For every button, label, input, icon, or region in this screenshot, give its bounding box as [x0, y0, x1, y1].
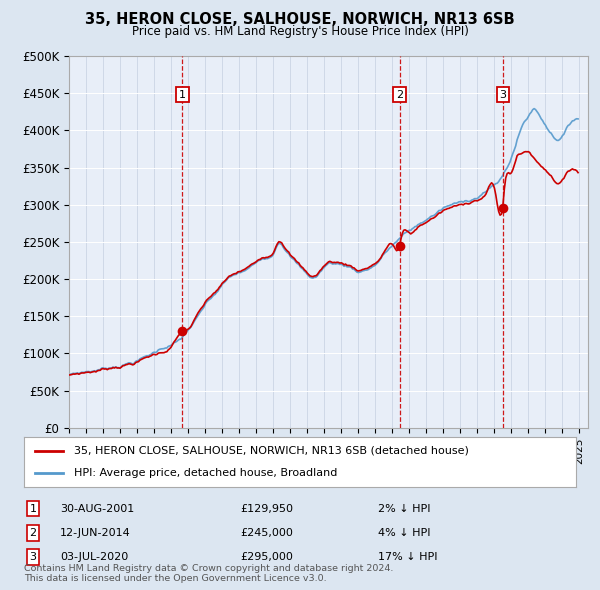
Text: 3: 3 — [499, 90, 506, 100]
Text: 2: 2 — [29, 528, 37, 537]
Text: 2: 2 — [396, 90, 403, 100]
Text: 1: 1 — [179, 90, 186, 100]
Text: 4% ↓ HPI: 4% ↓ HPI — [378, 528, 431, 537]
Text: 3: 3 — [29, 552, 37, 562]
Text: £295,000: £295,000 — [240, 552, 293, 562]
Text: 17% ↓ HPI: 17% ↓ HPI — [378, 552, 437, 562]
Text: 30-AUG-2001: 30-AUG-2001 — [60, 504, 134, 513]
Text: 2% ↓ HPI: 2% ↓ HPI — [378, 504, 431, 513]
Text: 03-JUL-2020: 03-JUL-2020 — [60, 552, 128, 562]
Text: £129,950: £129,950 — [240, 504, 293, 513]
Text: 1: 1 — [29, 504, 37, 513]
Text: Price paid vs. HM Land Registry's House Price Index (HPI): Price paid vs. HM Land Registry's House … — [131, 25, 469, 38]
Text: HPI: Average price, detached house, Broadland: HPI: Average price, detached house, Broa… — [74, 468, 337, 478]
Text: 12-JUN-2014: 12-JUN-2014 — [60, 528, 131, 537]
Text: £245,000: £245,000 — [240, 528, 293, 537]
Text: Contains HM Land Registry data © Crown copyright and database right 2024.
This d: Contains HM Land Registry data © Crown c… — [24, 563, 394, 583]
Text: 35, HERON CLOSE, SALHOUSE, NORWICH, NR13 6SB: 35, HERON CLOSE, SALHOUSE, NORWICH, NR13… — [85, 12, 515, 27]
Text: 35, HERON CLOSE, SALHOUSE, NORWICH, NR13 6SB (detached house): 35, HERON CLOSE, SALHOUSE, NORWICH, NR13… — [74, 445, 469, 455]
